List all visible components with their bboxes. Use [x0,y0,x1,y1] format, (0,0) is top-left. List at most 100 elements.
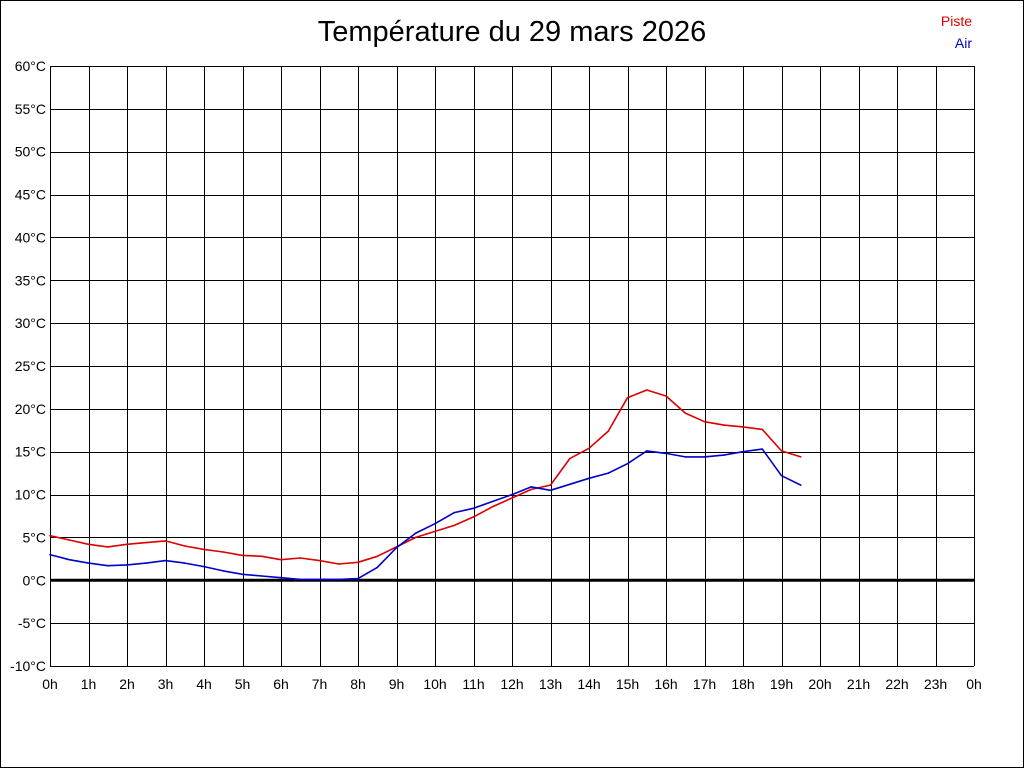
data-point-piste [472,516,475,518]
data-point-air [414,532,417,534]
data-point-air [780,474,783,477]
y-tick-label: 30°C [15,315,46,331]
x-tick-label: 14h [577,676,600,692]
data-point-piste [222,551,225,553]
x-tick-label: 5h [235,676,251,692]
data-point-air [49,553,51,556]
data-point-piste [722,424,725,426]
y-tick-label: 60°C [15,58,46,74]
x-tick-label: 21h [847,676,870,692]
data-point-piste [280,558,282,561]
x-tick-label: 9h [389,676,405,692]
y-tick-label: 40°C [15,229,46,245]
y-tick-label: 25°C [15,358,46,374]
data-point-piste [780,450,783,452]
data-point-air [453,511,456,514]
data-point-air [68,558,71,561]
x-tick-label: 0h [42,676,58,692]
series-line-piste [49,389,802,565]
y-tick-label: 50°C [15,144,46,160]
data-point-air [376,566,379,569]
data-point-piste [588,447,590,450]
data-point-air [626,462,629,465]
y-tick-label: 45°C [15,187,46,203]
data-point-air [241,573,244,576]
x-tick-label: 23h [924,676,947,692]
x-tick-label: 19h [770,676,793,692]
data-point-air [434,522,436,525]
data-point-air [722,454,725,456]
x-tick-label: 11h [462,676,484,692]
series-line-air [49,448,802,581]
data-point-piste [607,430,610,432]
data-point-air [703,456,706,458]
data-point-piste [665,395,667,397]
y-tick-label: -10°C [10,658,46,674]
data-point-air [607,472,610,474]
x-tick-label: 15h [616,676,639,692]
data-point-air [491,500,494,503]
y-tick-label: 15°C [15,444,46,460]
data-point-piste [703,420,706,423]
data-point-piste [126,543,128,546]
data-point-air [126,564,128,566]
data-point-piste [203,548,205,551]
data-point-piste [337,563,340,565]
data-point-air [222,570,225,572]
data-point-piste [183,545,186,547]
y-tick-label: 35°C [15,272,46,288]
data-point-air [337,578,340,581]
data-point-air [568,483,571,486]
data-point-piste [453,524,456,527]
data-point-piste [49,534,51,537]
data-point-piste [626,396,629,399]
data-point-piste [742,426,744,428]
data-point-air [472,507,475,510]
data-point-piste [414,536,417,539]
data-point-air [549,489,552,492]
x-tick-label: 10h [423,676,446,692]
x-tick-label: 2h [119,676,135,692]
data-point-piste [318,559,321,562]
x-tick-label: 12h [500,676,523,692]
x-tick-label: 16h [654,676,677,692]
y-tick-label: -5°C [18,615,46,631]
legend-piste: Piste [940,13,972,29]
x-tick-label: 17h [693,676,716,692]
data-point-air [645,450,648,452]
y-tick-label: 5°C [23,529,47,545]
data-point-piste [568,457,571,460]
x-tick-label: 6h [273,676,289,692]
data-point-piste [530,488,533,491]
x-tick-label: 18h [731,676,754,692]
data-point-piste [357,561,359,564]
legend-air: Air [954,35,972,51]
y-tick-label: 10°C [15,487,46,503]
x-tick-label: 1h [81,676,97,692]
data-point-piste [799,456,802,458]
data-point-air [530,486,533,488]
data-point-air [588,477,590,480]
data-point-piste [434,530,436,533]
y-tick-label: 55°C [15,101,46,117]
y-tick-label: 20°C [15,401,46,417]
data-point-piste [549,484,552,486]
data-point-piste [299,557,302,559]
data-point-air [742,450,744,453]
data-point-air [511,493,513,496]
x-tick-label: 13h [539,676,562,692]
data-point-air [761,448,764,450]
data-point-air [87,562,90,564]
data-point-air [395,546,398,549]
data-point-air [183,562,186,564]
data-point-air [665,452,667,455]
data-point-piste [68,539,71,541]
data-point-air [299,578,302,581]
data-point-air [145,562,148,564]
data-point-air [684,456,687,458]
data-point-piste [511,497,513,499]
data-point-air [164,559,167,562]
data-point-piste [106,546,109,548]
data-point-piste [376,555,379,558]
